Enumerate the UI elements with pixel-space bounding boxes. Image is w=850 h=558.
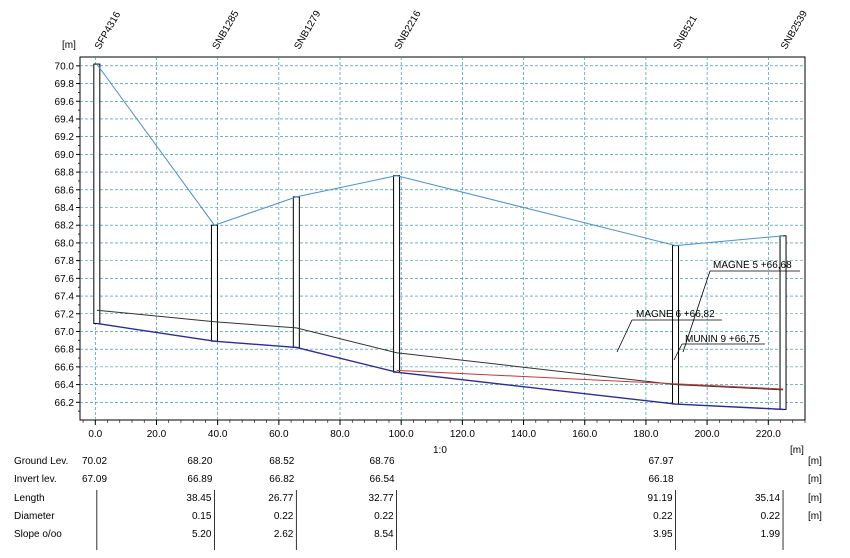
annotation-leader: [616, 319, 633, 353]
y-tick-label: 69.0: [55, 150, 75, 161]
x-tick-label: 180.0: [633, 429, 658, 440]
y-tick-label: 66.4: [55, 380, 75, 391]
table-cell: 8.54: [374, 529, 394, 540]
x-tick-label: 40.0: [208, 429, 228, 440]
manhole-label: SNB2539: [779, 9, 810, 52]
y-tick-label: 68.2: [55, 221, 75, 232]
y-tick-label: 66.6: [55, 362, 75, 373]
manhole-label: SNB1285: [211, 9, 242, 52]
table-cell: 91.19: [648, 493, 673, 504]
series-crown: [96, 309, 784, 391]
table-cell: 32.77: [369, 493, 394, 504]
x-tick-label: 60.0: [269, 429, 289, 440]
annotation-label: MAGNE 5 +66,68: [713, 260, 792, 271]
table-cell: 2.62: [274, 529, 294, 540]
table-cell: 67.97: [649, 456, 674, 467]
table-cell: 35.14: [755, 493, 780, 504]
y-tick-label: 69.4: [55, 114, 75, 125]
y-tick-label: 69.8: [55, 79, 75, 90]
manhole-label: SNB2216: [393, 9, 424, 52]
x-tick-label: 140.0: [511, 429, 536, 440]
scale-label: 1:0: [433, 445, 447, 456]
x-unit-label: [m]: [790, 445, 804, 456]
series-invert: [96, 322, 784, 411]
manhole-snb2216: [393, 175, 401, 373]
table-row-unit: [m]: [808, 456, 822, 467]
annotation-label: MUNIN 9 +66,75: [685, 334, 760, 345]
manhole-label: SNB521: [672, 13, 700, 51]
table-cell: 0.22: [653, 511, 673, 522]
table-cell: 66.18: [649, 474, 674, 485]
table-row-label: Invert lev.: [14, 474, 57, 485]
y-tick-label: 68.4: [55, 203, 75, 214]
y-tick-label: 67.6: [55, 274, 75, 285]
manhole-snb521: [672, 245, 680, 405]
table-row-unit: [m]: [808, 474, 822, 485]
y-tick-label: 66.2: [55, 398, 75, 409]
table-cell: 5.20: [192, 529, 212, 540]
table-cell: 68.76: [370, 456, 395, 467]
y-tick-label: 70.0: [55, 61, 75, 72]
table-cell: 70.02: [82, 456, 107, 467]
y-tick-label: 66.8: [55, 345, 75, 356]
x-tick-label: 80.0: [330, 429, 350, 440]
y-tick-label: 67.8: [55, 256, 75, 267]
table-row-unit: [m]: [808, 493, 822, 504]
table-cell: 67.09: [82, 474, 107, 485]
x-tick-label: 200.0: [695, 429, 720, 440]
series-ground: [96, 63, 784, 247]
y-tick-label: 68.6: [55, 185, 75, 196]
table-cell: 0.22: [374, 511, 394, 522]
manhole-snb1279: [292, 196, 300, 348]
manhole-snb1285: [210, 224, 218, 342]
x-tick-label: 160.0: [572, 429, 597, 440]
table-cell: 66.54: [370, 474, 395, 485]
manhole-label: SFP4316: [93, 10, 124, 52]
series-water: [396, 369, 784, 390]
x-tick-label: 0.0: [88, 429, 102, 440]
table-cell: 66.82: [269, 474, 294, 485]
table-cell: 0.22: [761, 511, 781, 522]
table-cell: 3.95: [653, 529, 673, 540]
y-tick-label: 67.2: [55, 309, 75, 320]
annotation-label: MAGNE 6 +66,82: [636, 309, 715, 320]
plot-frame: [79, 56, 806, 421]
x-tick-label: 100.0: [389, 429, 414, 440]
annotation-leader: [682, 270, 711, 353]
manhole-label: SNB1279: [292, 9, 323, 52]
table-row-label: Slope o/oo: [14, 529, 62, 540]
x-tick-label: 20.0: [147, 429, 167, 440]
table-row-unit: [m]: [808, 511, 822, 522]
y-tick-label: 68.8: [55, 168, 75, 179]
table-cell: 0.22: [274, 511, 294, 522]
table-row-label: Ground Lev.: [14, 456, 68, 467]
table-row-label: Length: [14, 493, 45, 504]
x-tick-label: 120.0: [450, 429, 475, 440]
y-tick-label: 69.2: [55, 132, 75, 143]
annotation-leader: [673, 343, 683, 361]
table-cell: 26.77: [268, 493, 293, 504]
table-cell: 68.20: [187, 456, 212, 467]
manhole-sfp4316: [93, 63, 101, 324]
y-tick-label: 68.0: [55, 238, 75, 249]
y-tick-label: 67.0: [55, 327, 75, 338]
table-cell: 38.45: [186, 493, 211, 504]
table-cell: 1.99: [761, 529, 781, 540]
table-cell: 66.89: [187, 474, 212, 485]
y-unit-label: [m]: [62, 40, 76, 51]
table-row-label: Diameter: [14, 511, 55, 522]
table-cell: 68.52: [269, 456, 294, 467]
table-cell: 0.15: [192, 511, 212, 522]
x-tick-label: 220.0: [756, 429, 781, 440]
y-tick-label: 67.4: [55, 292, 75, 303]
y-tick-label: 69.6: [55, 97, 75, 108]
